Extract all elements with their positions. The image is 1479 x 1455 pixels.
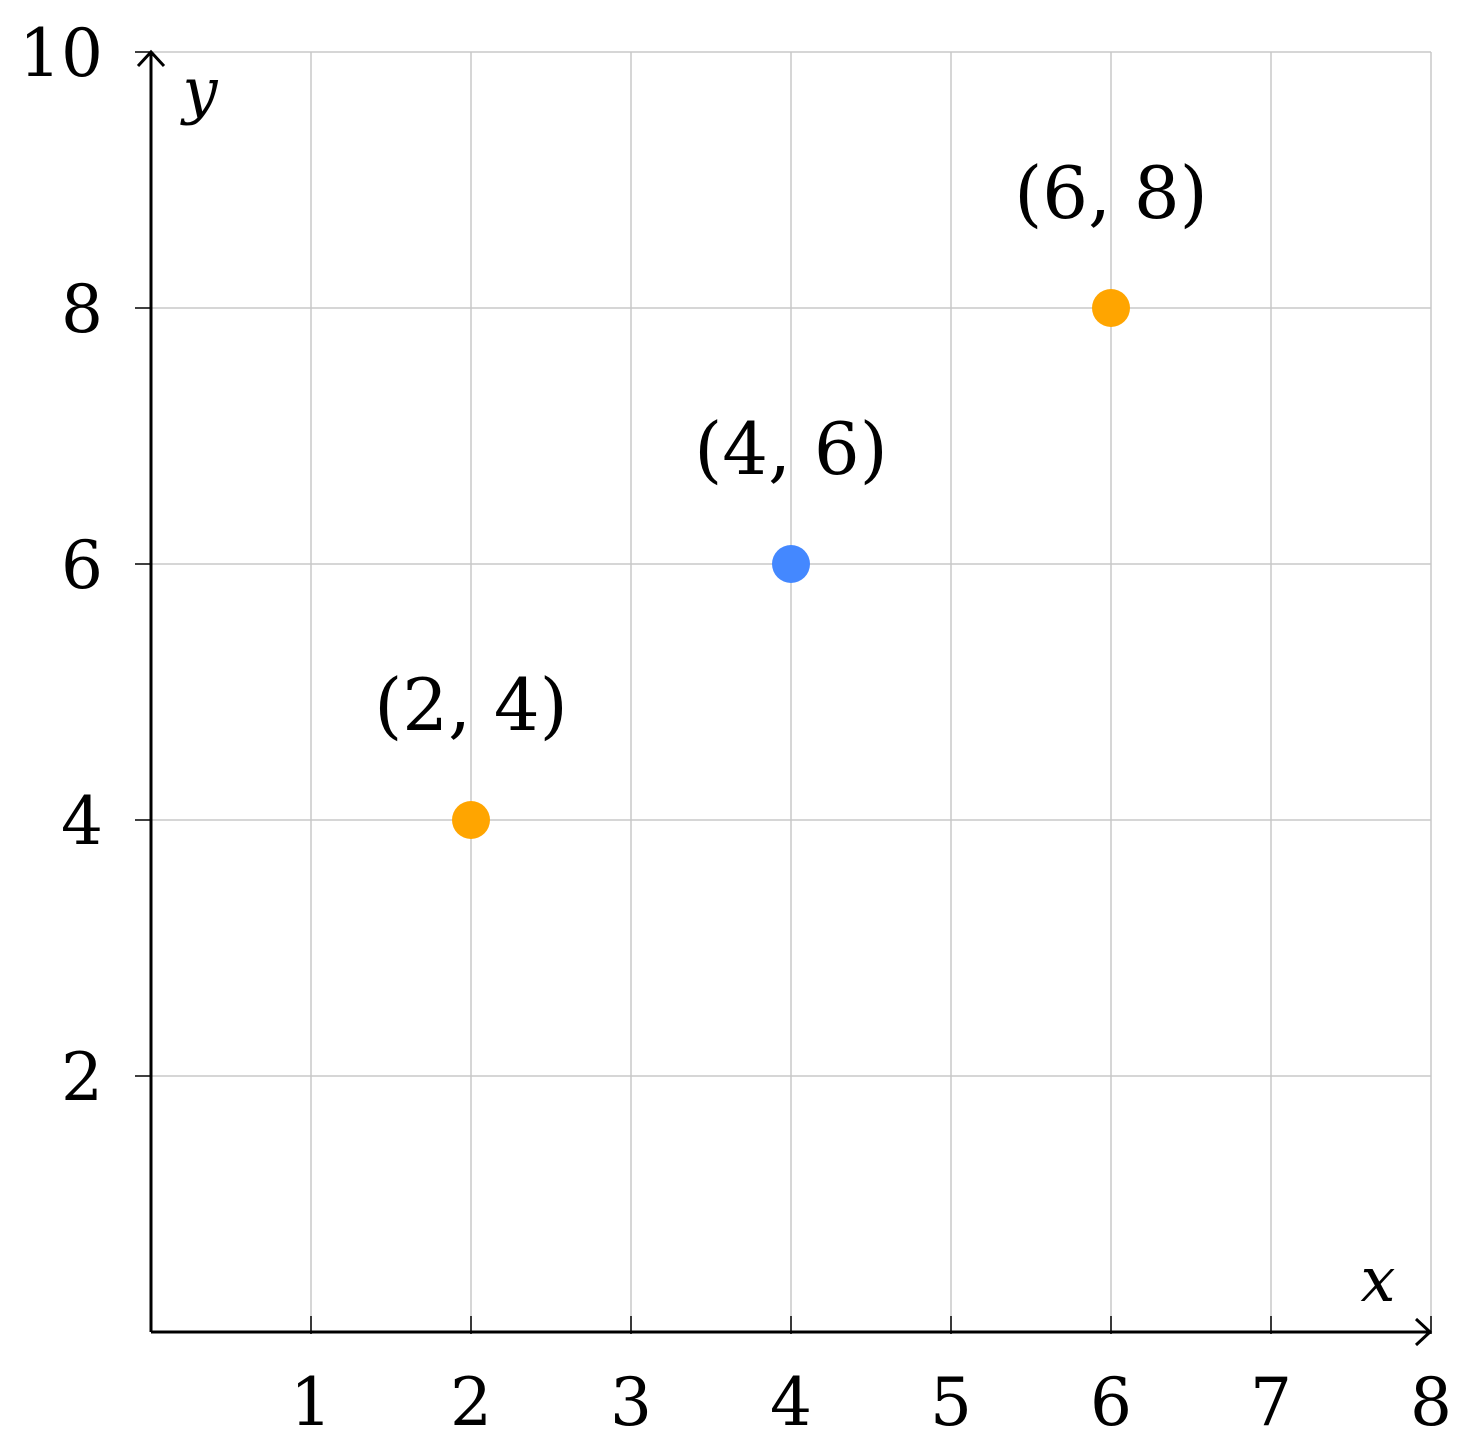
x-axis-arrow-icon [1414,1317,1433,1347]
x-tick-label-5: 5 [930,1364,972,1441]
y-axis-title: y [179,54,218,127]
data-points: (2, 4) (4, 6) (6, 8) [374,151,1208,839]
ticks: 1 2 3 4 5 6 7 8 2 4 6 8 10 [19,15,1452,1441]
x-tick-label-7: 7 [1250,1364,1292,1441]
x-tick-label-6: 6 [1090,1364,1132,1441]
grid [151,51,1432,1332]
y-tick-label-10: 10 [19,15,103,92]
data-point-1 [452,801,490,839]
axes [136,49,1433,1347]
x-axis-title: x [1361,1243,1396,1316]
x-tick-label-2: 2 [450,1364,492,1441]
y-tick-label-2: 2 [61,1039,103,1116]
data-point-2 [772,545,810,583]
data-point-3 [1092,289,1130,327]
data-label-1: (2, 4) [374,663,568,747]
x-tick-label-8: 8 [1410,1364,1452,1441]
x-tick-label-4: 4 [770,1364,812,1441]
y-tick-label-4: 4 [61,783,103,860]
y-tick-label-8: 8 [61,271,103,348]
x-tick-label-3: 3 [610,1364,652,1441]
data-label-3: (6, 8) [1014,151,1208,235]
data-label-2: (4, 6) [694,407,888,491]
x-tick-label-1: 1 [290,1364,332,1441]
y-tick-label-6: 6 [61,527,103,604]
